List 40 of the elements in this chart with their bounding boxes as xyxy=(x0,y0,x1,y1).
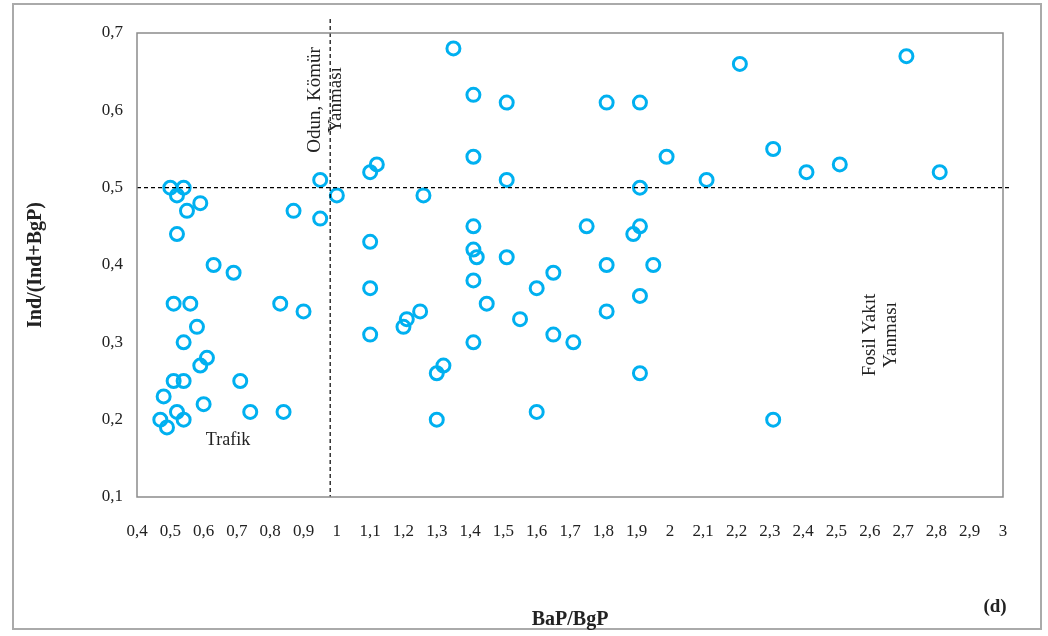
x-tick-label: 2,1 xyxy=(692,520,714,540)
x-tick-label: 0,8 xyxy=(259,520,281,540)
x-tick-label: 1,2 xyxy=(392,520,415,540)
x-tick-label: 1,6 xyxy=(526,520,548,540)
x-tick-label: 1,5 xyxy=(492,520,515,540)
y-tick-label: 0,2 xyxy=(101,409,123,429)
y-tick-label: 0,4 xyxy=(101,254,124,274)
x-tick-label: 2 xyxy=(665,520,675,540)
y-tick-label: 0,3 xyxy=(101,331,123,351)
annotation: Fosil Yakıt Yanması xyxy=(857,293,900,377)
x-tick-label: 1,7 xyxy=(559,520,582,540)
text: (d) xyxy=(983,594,1007,617)
x-tick-label: 0,9 xyxy=(292,520,315,540)
x-tick-label: 0,4 xyxy=(126,520,149,540)
annotation: Odun, Kömür Yanması xyxy=(302,46,345,153)
x-tick-label: 1,1 xyxy=(359,520,381,540)
x-tick-label: 2,4 xyxy=(792,520,815,540)
y-axis-title: Ind/(Ind+BgP) xyxy=(23,202,47,328)
x-tick-label: 2,8 xyxy=(925,520,948,540)
x-axis-title: BaP/BgP xyxy=(531,607,609,631)
x-tick-label: 2,3 xyxy=(759,520,781,540)
y-tick-label: 0,7 xyxy=(101,22,124,42)
x-tick-label: 2,7 xyxy=(892,520,915,540)
x-tick-label: 2,6 xyxy=(859,520,881,540)
x-tick-label: 1,9 xyxy=(625,520,648,540)
y-tick-label: 0,1 xyxy=(101,486,123,506)
x-tick-label: 0,6 xyxy=(192,520,215,540)
x-tick-label: 0,5 xyxy=(159,520,181,540)
x-tick-label: 1,3 xyxy=(426,520,448,540)
y-tick-label: 0,5 xyxy=(101,177,123,197)
annotation: Trafik xyxy=(205,428,251,449)
x-tick-label: 0,7 xyxy=(226,520,249,540)
x-tick-label: 3 xyxy=(998,520,1008,540)
x-tick-label: 1,8 xyxy=(592,520,614,540)
x-tick-label: 2,5 xyxy=(825,520,848,540)
x-tick-label: 1,4 xyxy=(459,520,482,540)
x-tick-label: 2,2 xyxy=(725,520,748,540)
x-tick-label: 2,9 xyxy=(959,520,981,540)
x-tick-label: 1 xyxy=(332,520,342,540)
y-tick-label: 0,6 xyxy=(101,99,123,119)
